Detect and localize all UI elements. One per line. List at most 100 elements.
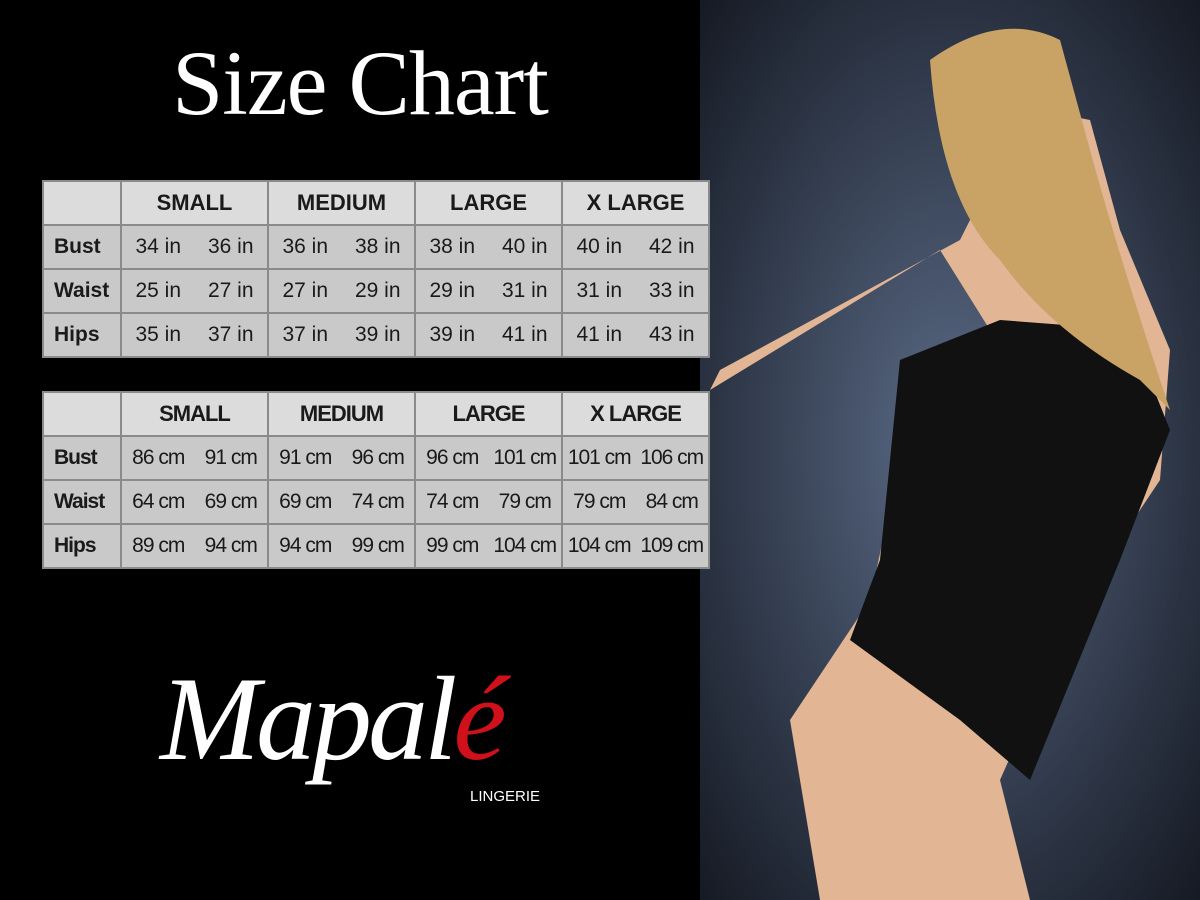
measure-cell: 89 cm [132, 534, 185, 557]
measure-cell: 69 cm [279, 490, 332, 513]
measure-cell: 40 in [501, 235, 548, 258]
measure-cell: 41 in [576, 323, 623, 346]
measure-row: Waist 64 cm 69 cm 69 cm 74 cm 74 cm 79 cm 79 cm… [42, 479, 710, 525]
row-label: Waist [42, 268, 122, 314]
measure-cell: 84 cm [645, 490, 699, 513]
measure-cell: 101 cm [493, 446, 557, 469]
measure-cell: 29 in [429, 279, 476, 302]
measure-cell: 91 cm [204, 446, 258, 469]
size-group: 37 in 39 in [267, 312, 416, 358]
size-group: 34 in 36 in [120, 224, 269, 270]
size-header: LARGE [414, 391, 563, 437]
size-group: 31 in 33 in [561, 268, 710, 314]
size-group: 64 cm 69 cm [120, 479, 269, 525]
measure-cell: 37 in [282, 323, 329, 346]
size-header: MEDIUM [267, 391, 416, 437]
measure-row: Hips 89 cm 94 cm 94 cm 99 cm 99 cm 104 cm 104 c… [42, 523, 710, 569]
measure-cell: 96 cm [351, 446, 405, 469]
logo-main: Mapal [160, 652, 457, 785]
size-group: 69 cm 74 cm [267, 479, 416, 525]
logo-tagline: LINGERIE [470, 788, 541, 805]
measure-cell: 99 cm [426, 534, 479, 557]
size-group: 86 cm 91 cm [120, 435, 269, 481]
size-group: 74 cm 79 cm [414, 479, 563, 525]
row-label: Bust [42, 224, 122, 270]
measure-cell: 86 cm [132, 446, 185, 469]
size-group: 40 in 42 in [561, 224, 710, 270]
measure-cell: 42 in [648, 235, 695, 258]
size-header: MEDIUM [267, 180, 416, 226]
size-group: 25 in 27 in [120, 268, 269, 314]
measure-cell: 43 in [648, 323, 695, 346]
measure-cell: 106 cm [640, 446, 704, 469]
size-header: LARGE [414, 180, 563, 226]
size-group: 39 in 41 in [414, 312, 563, 358]
measure-cell: 91 cm [279, 446, 332, 469]
measure-cell: 27 in [282, 279, 329, 302]
corner-cell [42, 391, 122, 437]
size-group: 36 in 38 in [267, 224, 416, 270]
header-row: SMALL MEDIUM LARGE X LARGE [42, 391, 710, 437]
measure-cell: 69 cm [204, 490, 258, 513]
measure-cell: 96 cm [426, 446, 479, 469]
measure-cell: 104 cm [567, 534, 632, 557]
measure-cell: 34 in [135, 235, 182, 258]
logo-accent: é [453, 652, 506, 785]
measure-cell: 101 cm [567, 446, 632, 469]
measure-row: Hips 35 in 37 in 37 in 39 in 39 in 41 in 41 in 4… [42, 312, 710, 358]
measure-cell: 38 in [429, 235, 476, 258]
size-group: 101 cm 106 cm [561, 435, 710, 481]
measure-cell: 39 in [354, 323, 401, 346]
measure-cell: 33 in [648, 279, 695, 302]
measure-cell: 74 cm [426, 490, 479, 513]
size-group: 35 in 37 in [120, 312, 269, 358]
logo: Mapalé [160, 650, 507, 788]
measure-cell: 35 in [135, 323, 182, 346]
measure-cell: 29 in [354, 279, 401, 302]
measure-cell: 104 cm [493, 534, 557, 557]
row-label: Hips [42, 523, 122, 569]
figure-lace [850, 320, 1170, 780]
photo [700, 0, 1200, 900]
measure-cell: 74 cm [351, 490, 405, 513]
size-table-inches: SMALL MEDIUM LARGE X LARGE Bust 34 in 36 in 36 … [42, 180, 710, 358]
size-header: SMALL [120, 180, 269, 226]
size-group: 96 cm 101 cm [414, 435, 563, 481]
size-group: 41 in 43 in [561, 312, 710, 358]
measure-cell: 94 cm [279, 534, 332, 557]
measure-row: Bust 86 cm 91 cm 91 cm 96 cm 96 cm 101 cm 101 c… [42, 435, 710, 481]
title: Size Chart [172, 32, 549, 134]
measure-cell: 39 in [429, 323, 476, 346]
measure-cell: 79 cm [573, 490, 626, 513]
measure-cell: 31 in [576, 279, 623, 302]
size-group: 38 in 40 in [414, 224, 563, 270]
size-group: 89 cm 94 cm [120, 523, 269, 569]
measure-cell: 31 in [501, 279, 548, 302]
row-label: Waist [42, 479, 122, 525]
measure-cell: 109 cm [640, 534, 704, 557]
measure-row: Waist 25 in 27 in 27 in 29 in 29 in 31 in 31 in… [42, 268, 710, 314]
measure-cell: 38 in [354, 235, 401, 258]
row-label: Bust [42, 435, 122, 481]
size-group: 94 cm 99 cm [267, 523, 416, 569]
measure-row: Bust 34 in 36 in 36 in 38 in 38 in 40 in 40 in 4… [42, 224, 710, 270]
size-group: 99 cm 104 cm [414, 523, 563, 569]
measure-cell: 36 in [207, 235, 254, 258]
measure-cell: 25 in [135, 279, 182, 302]
measure-cell: 40 in [576, 235, 623, 258]
row-label: Hips [42, 312, 122, 358]
size-table-cm: SMALL MEDIUM LARGE X LARGE Bust 86 cm 91 cm 91 … [42, 391, 710, 569]
measure-cell: 37 in [207, 323, 254, 346]
size-group: 91 cm 96 cm [267, 435, 416, 481]
measure-cell: 36 in [282, 235, 329, 258]
measure-cell: 64 cm [132, 490, 185, 513]
size-header: X LARGE [561, 180, 710, 226]
measure-cell: 27 in [207, 279, 254, 302]
measure-cell: 79 cm [498, 490, 552, 513]
size-header: X LARGE [561, 391, 710, 437]
size-group: 104 cm 109 cm [561, 523, 710, 569]
header-row: SMALL MEDIUM LARGE X LARGE [42, 180, 710, 226]
measure-cell: 41 in [501, 323, 548, 346]
measure-cell: 94 cm [204, 534, 258, 557]
